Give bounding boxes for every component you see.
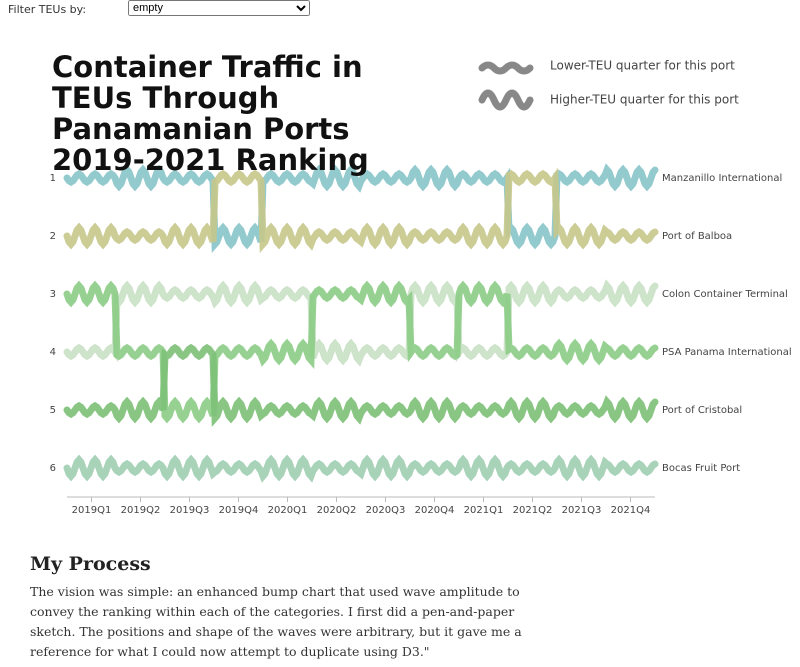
y-tick-label: 3 [50,289,56,300]
port-label: PSA Panama International [662,347,792,358]
filter-select[interactable]: empty [128,0,310,16]
legend-higher-swatch [478,89,534,111]
port-line [63,167,659,254]
legend-lower-swatch [478,61,534,75]
x-tick-label: 2019Q4 [219,505,259,516]
x-tick-label: 2019Q2 [121,505,161,516]
x-tick-label: 2021Q2 [513,505,553,516]
port-line [63,280,659,424]
port-label: Port of Cristobal [662,405,742,416]
process-text: The vision was simple: an enhanced bump … [30,584,522,659]
port-line [63,343,659,428]
y-tick-label: 5 [50,405,56,416]
process-heading: My Process [30,553,151,575]
port-line [63,454,659,483]
y-tick-label: 2 [50,231,56,242]
y-tick-label: 6 [50,463,56,474]
x-tick-label: 2020Q1 [268,505,308,516]
y-tick-label: 4 [50,347,56,358]
y-tick-label: 1 [50,173,56,184]
chart: Lower-TEU quarter for this port Higher-T… [50,59,792,517]
port-label: Port of Balboa [662,231,732,242]
legend-higher: Higher-TEU quarter for this port [550,93,739,107]
port-label: Manzanillo International [662,173,782,184]
port-label: Bocas Fruit Port [662,463,740,474]
x-tick-label: 2020Q3 [366,505,406,516]
x-tick-label: 2020Q2 [317,505,357,516]
x-tick-label: 2020Q4 [415,505,455,516]
filter-label: Filter TEUs by: [8,3,87,16]
port-label: Colon Container Terminal [662,289,788,300]
x-tick-label: 2021Q3 [562,505,602,516]
x-tick-label: 2019Q3 [170,505,210,516]
chart-title: Container Traffic in TEUs Through Panama… [52,50,369,177]
x-tick-label: 2019Q1 [72,505,112,516]
legend-lower: Lower-TEU quarter for this port [550,59,735,73]
x-tick-label: 2021Q4 [611,505,651,516]
port-line [63,279,659,367]
x-tick-label: 2021Q1 [464,505,504,516]
